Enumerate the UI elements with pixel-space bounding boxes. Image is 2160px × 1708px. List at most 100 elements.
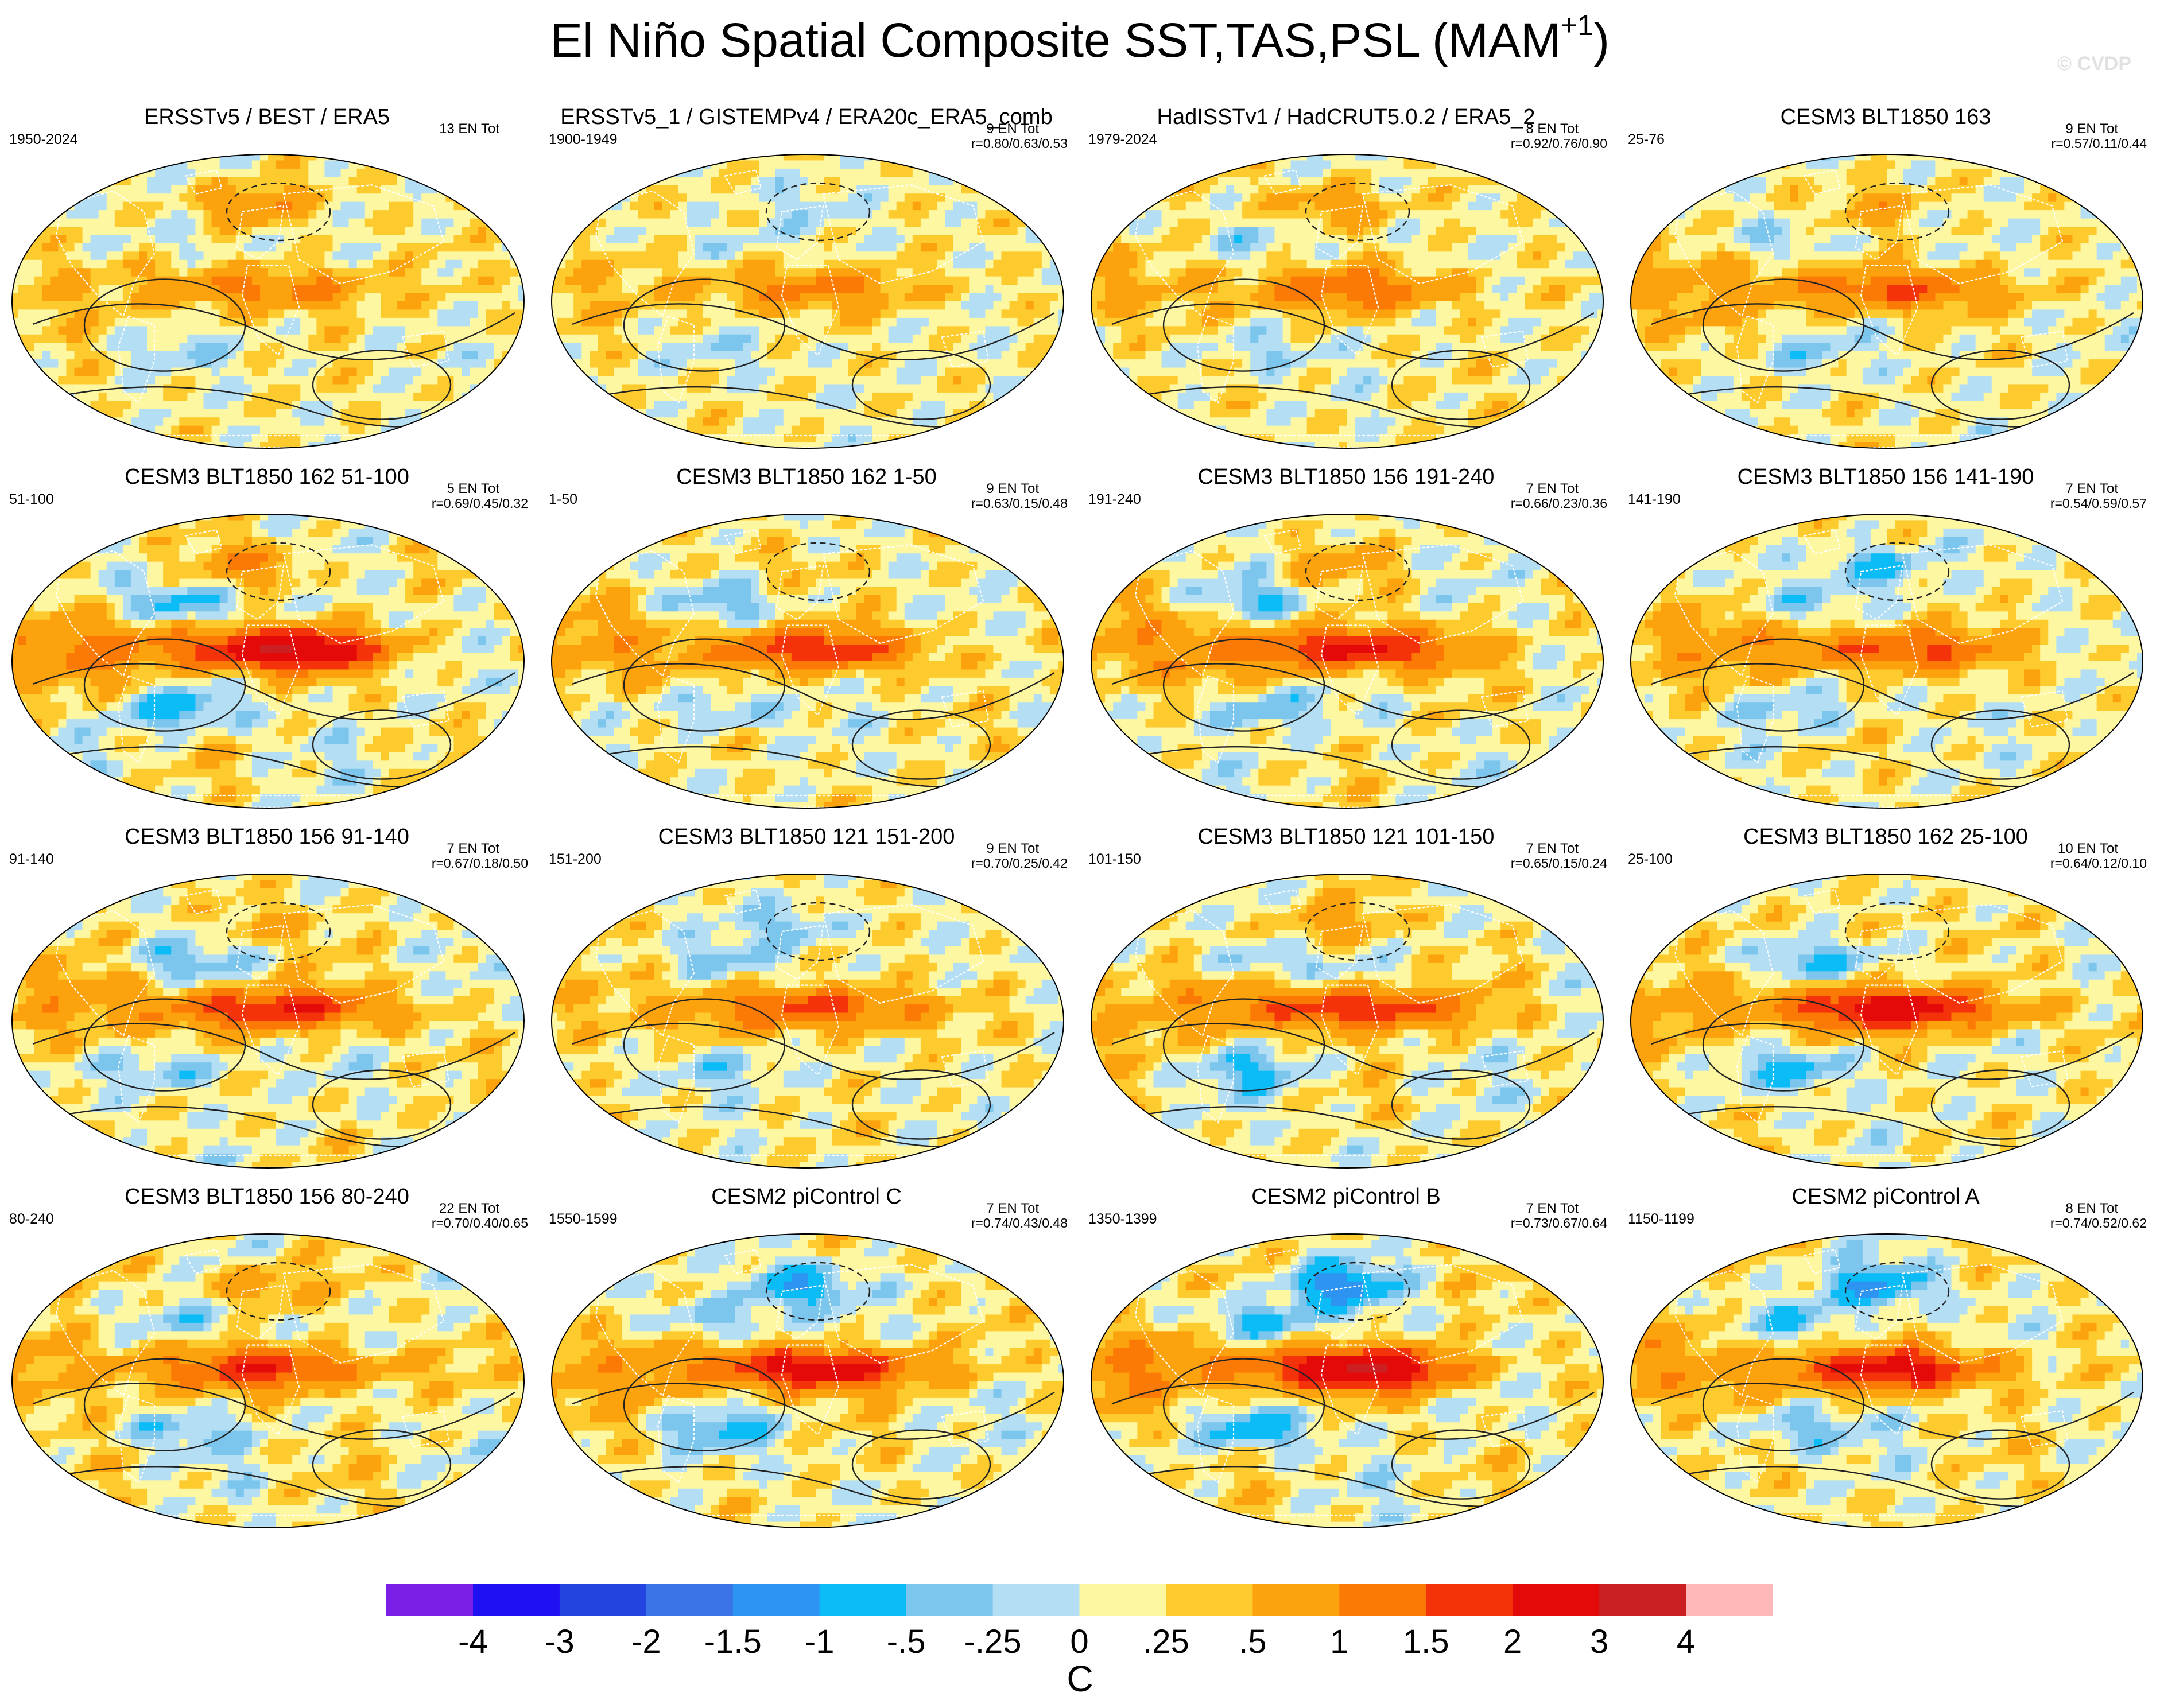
panel-title: CESM3 BLT1850 162 1-50 bbox=[540, 466, 1073, 488]
coastlines bbox=[1674, 529, 2069, 808]
panel-title: CESM3 BLT1850 156 91-140 bbox=[0, 826, 534, 848]
panel-period: 1979-2024 bbox=[1088, 133, 1157, 147]
colorbar-swatch bbox=[1166, 1584, 1253, 1616]
panel-en-total: 9 EN Tot bbox=[986, 122, 1039, 136]
robinson-map bbox=[1630, 154, 2143, 449]
panel-period: 191-240 bbox=[1088, 492, 1141, 507]
panel-title: CESM3 BLT1850 156 141-190 bbox=[1619, 466, 2153, 488]
colorbar-swatch bbox=[1252, 1584, 1340, 1616]
panel-correlation: r=0.64/0.12/0.10 bbox=[2050, 857, 2147, 870]
panel-period: 1-50 bbox=[549, 492, 577, 507]
panel-en-total: 22 EN Tot bbox=[439, 1202, 499, 1216]
panel-correlation: r=0.67/0.18/0.50 bbox=[432, 857, 528, 870]
panel-en-total: 7 EN Tot bbox=[1526, 1202, 1579, 1216]
panel-correlation: r=0.70/0.25/0.42 bbox=[971, 857, 1068, 870]
colorbar: -4 -3 -2 -1.5 -1 -.5 -.25 0 .25 .5 1 1.5 2 3 4 bbox=[386, 1584, 1773, 1659]
colorbar-swatch bbox=[472, 1584, 560, 1616]
panel-en-total: 7 EN Tot bbox=[1526, 482, 1579, 496]
colorbar-swatch bbox=[1339, 1584, 1426, 1616]
colorbar-swatch bbox=[1599, 1584, 1686, 1616]
colorbar-tick-label: -1 bbox=[805, 1623, 835, 1659]
map-panel: CESM2 piControl A 1150-1199 8 EN Tot r=0… bbox=[1619, 1186, 2153, 1530]
panel-period: 1350-1399 bbox=[1088, 1212, 1157, 1226]
colorbar-tick-label: 1 bbox=[1330, 1623, 1348, 1659]
robinson-map bbox=[1091, 1233, 1604, 1528]
colorbar-tick-label: -2 bbox=[631, 1623, 661, 1659]
panel-en-total: 5 EN Tot bbox=[447, 482, 499, 496]
panel-period: 1950-2024 bbox=[9, 133, 78, 147]
panel-correlation: r=0.69/0.45/0.32 bbox=[432, 497, 528, 510]
colorbar-swatch bbox=[992, 1584, 1080, 1616]
map-outline bbox=[551, 154, 1064, 449]
panel-period: 1550-1599 bbox=[549, 1212, 618, 1226]
panel-period: 91-140 bbox=[9, 852, 54, 867]
robinson-map bbox=[1630, 1233, 2143, 1528]
colorbar-swatch bbox=[1513, 1584, 1600, 1616]
colorbar-tick-label: 4 bbox=[1677, 1623, 1695, 1659]
colorbar-swatch bbox=[559, 1584, 647, 1616]
main-title: El Niño Spatial Composite SST,TAS,PSL (M… bbox=[0, 11, 2160, 67]
map-outline bbox=[11, 1233, 525, 1528]
robinson-map bbox=[551, 874, 1064, 1169]
panel-en-total: 13 EN Tot bbox=[439, 122, 499, 136]
colorbar-swatch bbox=[906, 1584, 994, 1616]
colorbar-tick-label: -4 bbox=[458, 1623, 488, 1659]
panel-en-total: 9 EN Tot bbox=[986, 482, 1039, 496]
panel-en-total: 9 EN Tot bbox=[986, 842, 1039, 856]
colorbar-tick-label: .5 bbox=[1239, 1623, 1266, 1659]
colorbar-tick-label: -1.5 bbox=[704, 1623, 762, 1659]
panel-en-total: 7 EN Tot bbox=[986, 1202, 1039, 1216]
panel-correlation: r=0.63/0.15/0.48 bbox=[971, 497, 1068, 510]
map-panel: ERSSTv5 / BEST / ERA5 1950-2024 13 EN To… bbox=[0, 106, 534, 451]
map-panel: CESM3 BLT1850 156 80-240 80-240 22 EN To… bbox=[0, 1186, 534, 1530]
colorbar-tick-label: 3 bbox=[1590, 1623, 1608, 1659]
panel-period: 1900-1949 bbox=[549, 133, 618, 147]
colorbar-tick-label: 0 bbox=[1070, 1623, 1088, 1659]
panel-title: CESM3 BLT1850 156 191-240 bbox=[1079, 466, 1613, 488]
map-panel: CESM3 BLT1850 121 101-150 101-150 7 EN T… bbox=[1079, 826, 1613, 1170]
panel-title: CESM2 piControl B bbox=[1079, 1186, 1613, 1208]
map-panel: CESM3 BLT1850 156 141-190 141-190 7 EN T… bbox=[1619, 466, 2153, 810]
panel-period: 25-76 bbox=[1628, 133, 1665, 147]
robinson-map bbox=[1630, 874, 2143, 1169]
panel-title: ERSSTv5_1 / GISTEMPv4 / ERA20c_ERA5_comb bbox=[540, 106, 1073, 128]
colorbar-swatch bbox=[386, 1584, 474, 1616]
map-outline bbox=[11, 514, 525, 809]
main-title-close: ) bbox=[1593, 13, 1610, 67]
psl-contours bbox=[572, 902, 1055, 1147]
main-title-season-superscript: +1 bbox=[1561, 9, 1593, 41]
colorbar-tick-label: -.25 bbox=[964, 1623, 1022, 1659]
map-panel: CESM3 BLT1850 162 1-50 1-50 9 EN Tot r=0… bbox=[540, 466, 1073, 810]
panel-period: 151-200 bbox=[549, 852, 602, 867]
panel-correlation: r=0.66/0.23/0.36 bbox=[1511, 497, 1607, 510]
panel-en-total: 10 EN Tot bbox=[2058, 842, 2118, 856]
map-panel: CESM2 piControl C 1550-1599 7 EN Tot r=0… bbox=[540, 1186, 1073, 1530]
panel-en-total: 7 EN Tot bbox=[447, 842, 499, 856]
map-outline bbox=[1091, 514, 1604, 809]
robinson-map bbox=[11, 874, 525, 1169]
map-panel: CESM3 BLT1850 163 25-76 9 EN Tot r=0.57/… bbox=[1619, 106, 2153, 451]
colorbar-tick-label: .25 bbox=[1143, 1623, 1189, 1659]
panel-title: CESM2 piControl A bbox=[1619, 1186, 2153, 1208]
panel-correlation: r=0.74/0.52/0.62 bbox=[2050, 1217, 2147, 1230]
panel-title: CESM3 BLT1850 162 25-100 bbox=[1619, 826, 2153, 848]
map-panel: CESM3 BLT1850 156 191-240 191-240 7 EN T… bbox=[1079, 466, 1613, 810]
colorbar-tick-label: -.5 bbox=[887, 1623, 926, 1659]
map-outline bbox=[551, 514, 1064, 809]
panel-correlation: r=0.73/0.67/0.64 bbox=[1511, 1217, 1607, 1230]
map-outline bbox=[1630, 514, 2143, 809]
panel-en-total: 8 EN Tot bbox=[2065, 1202, 2118, 1216]
robinson-map bbox=[1091, 874, 1604, 1169]
panel-correlation: r=0.57/0.11/0.44 bbox=[2052, 137, 2147, 150]
robinson-map bbox=[1091, 154, 1604, 449]
panel-period: 80-240 bbox=[9, 1212, 54, 1226]
robinson-map bbox=[551, 154, 1064, 449]
anomaly-field bbox=[552, 1234, 1064, 1528]
map-panel: CESM3 BLT1850 162 25-100 25-100 10 EN To… bbox=[1619, 826, 2153, 1170]
robinson-map bbox=[1091, 514, 1604, 809]
colorbar-swatch bbox=[1079, 1584, 1166, 1616]
colorbar-swatch bbox=[646, 1584, 734, 1616]
map-panel: ERSSTv5_1 / GISTEMPv4 / ERA20c_ERA5_comb… bbox=[540, 106, 1073, 451]
panel-title: CESM3 BLT1850 121 101-150 bbox=[1079, 826, 1613, 848]
map-outline bbox=[11, 874, 525, 1169]
